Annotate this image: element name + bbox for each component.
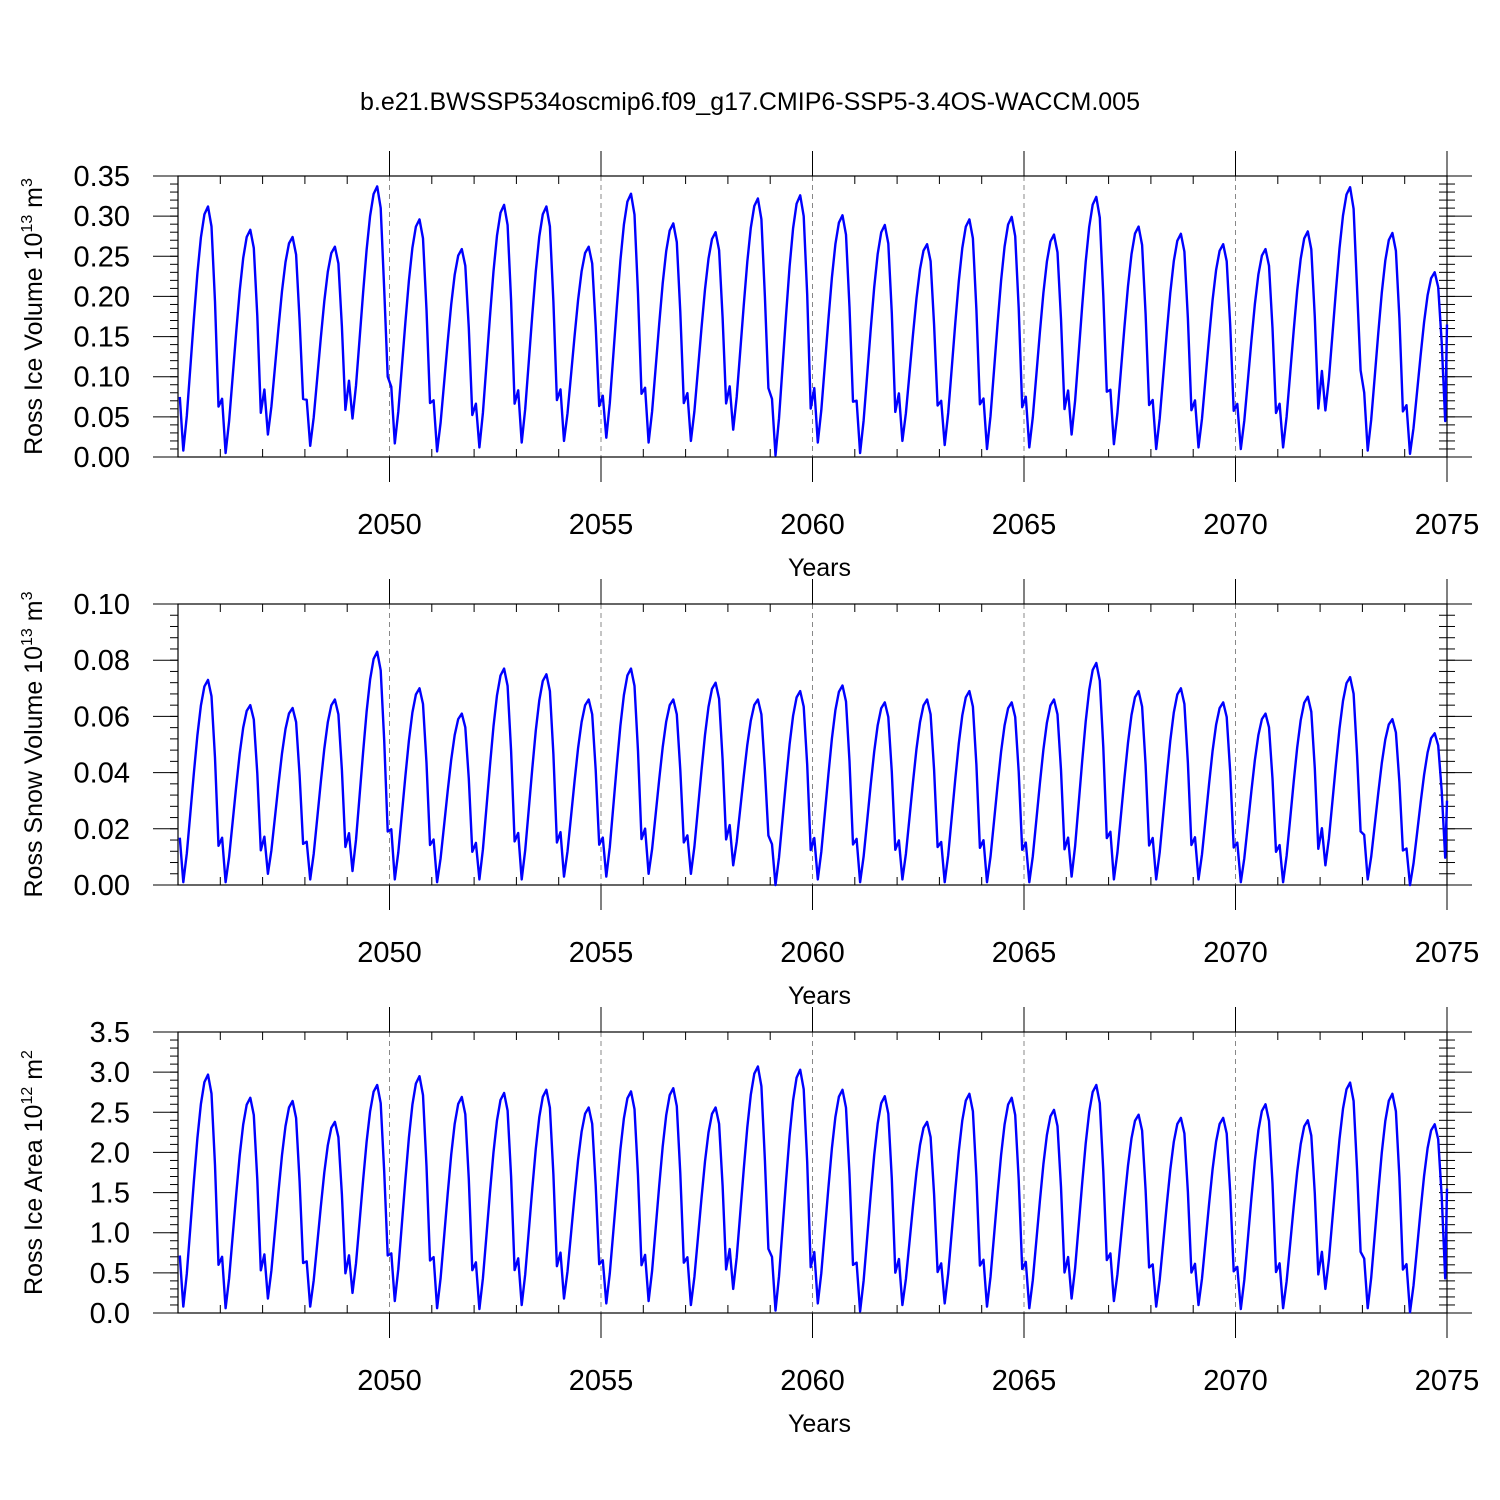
y-tick-label: 0.25 [74, 241, 130, 273]
x-tick-label: 2065 [992, 1365, 1057, 1397]
x-tick-label: 2075 [1415, 937, 1480, 969]
y-tick-label: 0.08 [74, 645, 130, 677]
plot-frame [177, 175, 1448, 458]
x-tick-label: 2070 [1203, 1365, 1268, 1397]
y-tick-label: 0.0 [90, 1298, 130, 1330]
plot-frame [177, 1031, 1448, 1314]
x-tick-label: 2050 [357, 509, 422, 541]
x-tick-label: 2050 [357, 937, 422, 969]
y-tick-label: 0.05 [74, 402, 130, 434]
y-tick-label: 0.00 [74, 442, 130, 474]
y-tick-label: 2.5 [90, 1097, 130, 1129]
panel-ice-volume: 0.00 0.05 0.10 0.15 0.20 0.25 0.30 0.35 2050 2055… [19, 151, 1479, 582]
x-tick-label: 2060 [780, 937, 845, 969]
y-tick-label: 0.10 [74, 589, 130, 621]
x-tick-label: 2055 [569, 1365, 634, 1397]
x-axis-title: Years [788, 554, 851, 582]
y-tick-label: 0.30 [74, 201, 130, 233]
y-tick-label: 0.20 [74, 281, 130, 313]
y-axis-title: Ross Ice Volume 1013 m3 [19, 178, 48, 455]
panels: 0.00 0.05 0.10 0.15 0.20 0.25 0.30 0.35 2050 2055… [19, 151, 1479, 1438]
y-tick-label: 1.5 [90, 1178, 130, 1210]
x-tick-label: 2075 [1415, 509, 1480, 541]
y-tick-label: 2.0 [90, 1137, 130, 1169]
x-tick-label: 2060 [780, 509, 845, 541]
y-tick-label: 0.00 [74, 870, 130, 902]
x-tick-label: 2060 [780, 1365, 845, 1397]
y-axis-title: Ross Ice Area 1012 m2 [19, 1050, 48, 1295]
y-tick-label: 1.0 [90, 1218, 130, 1250]
y-axis-title: Ross Snow Volume 1013 m3 [19, 591, 48, 897]
y-tick-label: 0.06 [74, 701, 130, 733]
y-tick-label: 0.10 [74, 362, 130, 394]
y-tick-label: 0.04 [74, 758, 130, 790]
x-tick-label: 2070 [1203, 937, 1268, 969]
y-tick-label: 0.35 [74, 161, 130, 193]
figure-title: b.e21.BWSSP534oscmip6.f09_g17.CMIP6-SSP5… [360, 88, 1140, 116]
x-tick-label: 2055 [569, 937, 634, 969]
x-axis-title: Years [788, 1410, 851, 1438]
series-line-ice-volume [178, 185, 1449, 457]
x-tick-label: 2050 [357, 1365, 422, 1397]
y-tick-label: 0.02 [74, 814, 130, 846]
panel-ice-area: 0.0 0.5 1.0 1.5 2.0 2.5 3.0 3.5 2050 2055 2060 2065… [19, 1007, 1479, 1438]
series-line-snow-volume [178, 650, 1449, 887]
x-axis-title: Years [788, 982, 851, 1010]
x-tick-label: 2065 [992, 937, 1057, 969]
panel-snow-volume: 0.00 0.02 0.04 0.06 0.08 0.10 2050 2055 2060 2065… [19, 579, 1479, 1010]
y-tick-label: 0.5 [90, 1258, 130, 1290]
x-tick-label: 2065 [992, 509, 1057, 541]
x-tick-label: 2055 [569, 509, 634, 541]
y-tick-label: 3.0 [90, 1057, 130, 1089]
series-line-ice-area [178, 1065, 1449, 1314]
x-tick-label: 2070 [1203, 509, 1268, 541]
y-tick-label: 3.5 [90, 1017, 130, 1049]
y-tick-label: 0.15 [74, 322, 130, 354]
plot-frame [177, 603, 1448, 886]
x-tick-label: 2075 [1415, 1365, 1480, 1397]
